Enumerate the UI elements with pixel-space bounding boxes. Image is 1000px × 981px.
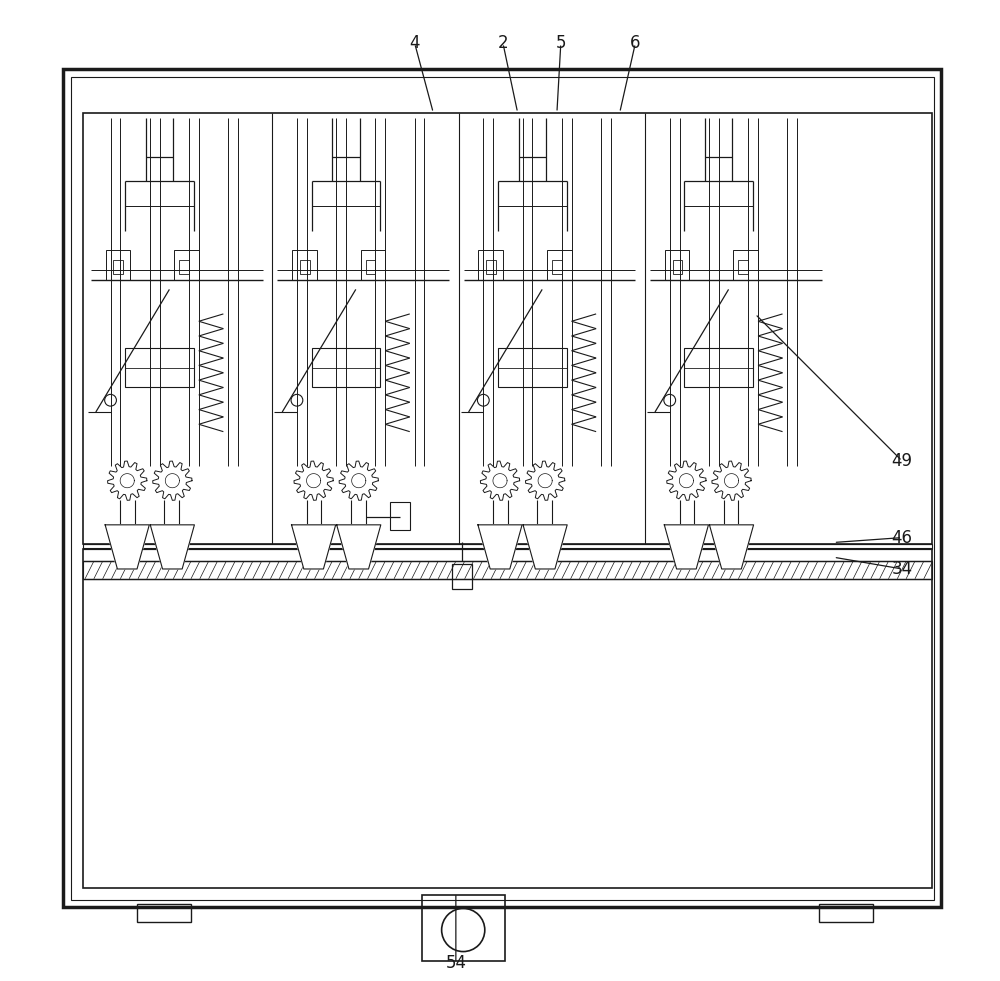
Bar bbox=[71, 77, 934, 900]
Bar bbox=[486, 260, 496, 274]
Bar bbox=[137, 904, 191, 922]
Bar bbox=[366, 260, 375, 274]
Text: 5: 5 bbox=[556, 34, 566, 52]
Text: 6: 6 bbox=[630, 34, 641, 52]
Bar bbox=[498, 348, 567, 387]
Bar bbox=[125, 348, 194, 387]
Text: 49: 49 bbox=[892, 452, 913, 470]
Bar bbox=[552, 260, 562, 274]
Polygon shape bbox=[478, 525, 522, 569]
Polygon shape bbox=[709, 525, 754, 569]
Bar bbox=[478, 250, 503, 280]
Bar bbox=[63, 69, 941, 907]
Bar bbox=[113, 260, 123, 274]
Bar bbox=[83, 549, 932, 888]
Bar bbox=[312, 348, 380, 387]
Bar bbox=[684, 348, 753, 387]
Polygon shape bbox=[664, 525, 708, 569]
Bar bbox=[179, 260, 189, 274]
Polygon shape bbox=[150, 525, 194, 569]
Bar bbox=[738, 260, 748, 274]
Bar bbox=[106, 250, 130, 280]
Bar bbox=[390, 502, 410, 530]
Bar bbox=[361, 250, 385, 280]
Text: 54: 54 bbox=[445, 955, 466, 972]
Bar bbox=[174, 250, 199, 280]
Bar bbox=[547, 250, 572, 280]
Bar bbox=[673, 260, 682, 274]
Bar bbox=[422, 895, 505, 961]
Bar bbox=[819, 904, 873, 922]
Text: 4: 4 bbox=[409, 34, 420, 52]
Polygon shape bbox=[292, 525, 336, 569]
Bar bbox=[665, 250, 689, 280]
Bar bbox=[292, 250, 317, 280]
Bar bbox=[300, 260, 310, 274]
Polygon shape bbox=[105, 525, 149, 569]
Bar bbox=[452, 564, 472, 589]
Polygon shape bbox=[523, 525, 567, 569]
Bar bbox=[733, 250, 758, 280]
Text: 46: 46 bbox=[892, 529, 913, 546]
Bar bbox=[83, 561, 932, 579]
Text: 34: 34 bbox=[892, 560, 913, 578]
Bar bbox=[83, 113, 932, 544]
Polygon shape bbox=[337, 525, 381, 569]
Bar bbox=[83, 544, 932, 549]
Text: 2: 2 bbox=[498, 34, 508, 52]
